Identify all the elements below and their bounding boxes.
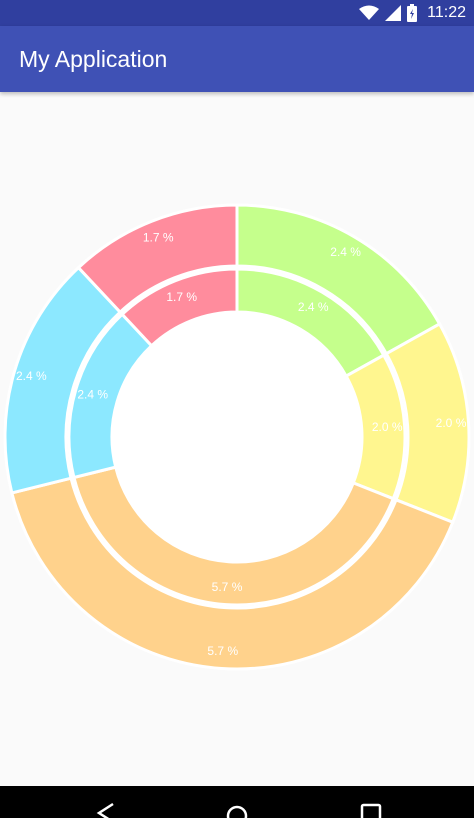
ring-1-slice-1-label: 2.4 % [330,245,361,259]
recent-apps-icon[interactable] [341,786,401,818]
ring-2-slice-5-label: 1.7 % [166,290,197,304]
ring-2-slice-1-label: 2.4 % [298,300,329,314]
ring-2-slice-3[interactable] [72,465,396,607]
chart-area: 2.4 % 2.0 % 5.7 % 2.4 % 1.7 % 2.4 % 2.0 % 5.7 %… [0,92,474,786]
ring-2-slice-4-label: 2.4 % [77,387,108,401]
ring-1-slice-3-label: 5.7 % [207,644,238,658]
ring-1-slice-4-label: 2.4 % [16,369,47,383]
battery-icon [407,4,418,22]
ring-2-slice-2-label: 2.0 % [372,420,403,434]
status-bar: 11:22 [0,0,474,26]
cell-signal-icon [385,5,402,21]
status-time: 11:22 [427,4,466,21]
nested-donut-chart[interactable]: 2.4 % 2.0 % 5.7 % 2.4 % 1.7 % 2.4 % 2.0 % 5.7 %… [0,92,474,786]
back-icon[interactable] [76,786,136,818]
ring-1-slice-5[interactable] [76,203,239,315]
home-icon[interactable] [207,786,267,818]
ring-2-slice-3-label: 5.7 % [212,580,243,594]
ring-2-slice-5[interactable] [120,267,239,348]
ring-1-slice-3[interactable] [10,476,455,671]
donut-center-hole [113,313,361,561]
app-bar: My Application [0,26,474,92]
wifi-icon [359,5,380,20]
navigation-bar [0,786,474,818]
ring-1-slice-5-label: 1.7 % [143,230,174,244]
app-title: My Application [19,46,168,72]
ring-1-slice-2-label: 2.0 % [436,416,467,430]
status-icons: 11:22 [359,0,466,26]
